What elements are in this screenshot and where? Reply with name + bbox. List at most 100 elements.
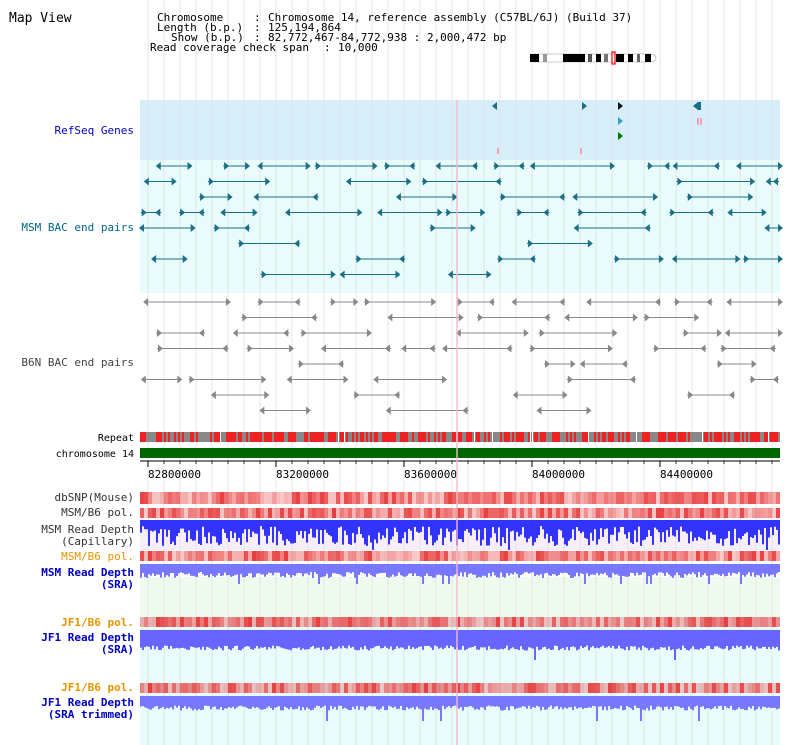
heat-cell	[600, 551, 604, 561]
depth-bar	[744, 630, 746, 649]
heat-cell	[652, 508, 656, 518]
msm-b6-pol-heat-strip[interactable]	[140, 508, 780, 518]
heat-cell	[540, 508, 544, 518]
depth-bar	[274, 696, 276, 708]
depth-bar	[536, 696, 538, 706]
track-label-msm-b6-pol[interactable]: MSM/B6 pol.	[61, 506, 134, 519]
jf1-b6-pol-trimmed-heat-strip[interactable]	[140, 683, 780, 693]
heat-cell	[760, 551, 764, 561]
track-label-b6n-bac[interactable]: B6N BAC end pairs	[21, 356, 134, 369]
depth-bar	[588, 520, 590, 546]
track-label-jf1-b6-pol[interactable]: JF1/B6 pol.	[61, 616, 134, 629]
heat-cell	[532, 492, 536, 504]
b6n-bac-pair-end	[629, 375, 635, 384]
depth-bar	[284, 520, 286, 546]
depth-bar	[416, 696, 418, 707]
track-label-repeat[interactable]: Repeat	[98, 433, 134, 444]
heat-cell	[400, 492, 404, 504]
depth-bar	[356, 630, 358, 651]
depth-bar	[652, 630, 654, 648]
heat-cell	[300, 617, 304, 627]
jf1-b6-pol-heat-strip[interactable]	[140, 617, 780, 627]
depth-bar	[418, 520, 420, 533]
msm-b6-pol-sra-heat-strip[interactable]	[140, 551, 780, 561]
track-label-jf1-b6-pol-trimmed[interactable]: JF1/B6 pol.	[61, 681, 134, 694]
depth-bar	[422, 520, 424, 527]
depth-bar	[260, 696, 262, 710]
dbsnp-heat-strip[interactable]	[140, 492, 780, 504]
depth-bar	[380, 696, 382, 709]
length-value: 125,194,864	[268, 21, 341, 34]
msm-depth-capillary-histogram[interactable]	[140, 520, 780, 550]
heat-cell	[312, 492, 316, 504]
heat-cell	[260, 683, 264, 693]
track-label-msm-b6-pol-sra[interactable]: MSM/B6 pol.	[61, 550, 134, 563]
refseq-genes-track[interactable]	[492, 102, 702, 154]
msm-depth-sra-histogram[interactable]	[140, 564, 780, 584]
track-label-jf1-depth-trimmed[interactable]: JF1 Read Depth	[41, 696, 134, 709]
depth-bar	[556, 564, 558, 577]
track-label-jf1-depth-sra[interactable]: JF1 Read Depth	[41, 631, 134, 644]
depth-bar	[728, 564, 730, 573]
track-label-refseq-genes[interactable]: RefSeq Genes	[55, 124, 134, 137]
chromosome-bar[interactable]	[140, 448, 780, 458]
depth-bar	[590, 696, 592, 708]
heat-cell	[332, 508, 336, 518]
repeat-gap	[338, 432, 339, 442]
depth-bar	[316, 696, 318, 706]
depth-bar	[748, 564, 750, 573]
depth-bar	[702, 630, 704, 650]
heat-cell	[248, 551, 252, 561]
heat-cell	[724, 551, 728, 561]
depth-bar	[700, 564, 702, 577]
heat-cell	[140, 683, 144, 693]
depth-bar	[528, 520, 530, 539]
depth-bar	[202, 630, 204, 647]
depth-bar	[230, 630, 232, 651]
msm-bac-end-pairs-track[interactable]	[138, 162, 783, 279]
heat-cell	[460, 492, 464, 504]
depth-bar	[306, 630, 308, 650]
depth-bar	[248, 696, 250, 709]
heat-cell	[636, 508, 640, 518]
track-label-msm-depth-capillary[interactable]: MSM Read Depth	[41, 523, 134, 536]
depth-bar	[488, 564, 490, 574]
b6n-bac-pair-end	[373, 375, 379, 384]
jf1-depth-sra-histogram[interactable]	[140, 630, 780, 660]
depth-bar	[418, 630, 420, 647]
heat-cell	[300, 551, 304, 561]
track-label-msm-depth-sra[interactable]: MSM Read Depth	[41, 566, 134, 579]
depth-bar	[190, 630, 192, 647]
heat-cell	[228, 551, 232, 561]
heat-cell	[676, 508, 680, 518]
heat-cell	[324, 508, 328, 518]
depth-bar	[640, 564, 642, 575]
depth-bar	[696, 520, 698, 541]
depth-bar	[768, 564, 770, 577]
depth-bar	[600, 520, 602, 529]
depth-bar	[290, 630, 292, 651]
heat-cell	[404, 617, 408, 627]
repeat-segment	[342, 432, 344, 442]
ideogram-position-marker[interactable]	[611, 51, 616, 65]
depth-bar	[244, 564, 246, 578]
track-label-dbsnp[interactable]: dbSNP(Mouse)	[55, 491, 134, 504]
depth-bar	[378, 630, 380, 646]
repeat-segment	[268, 432, 270, 442]
track-label-chromosome[interactable]: chromosome 14	[56, 449, 134, 460]
chromosome-ideogram[interactable]	[529, 51, 657, 65]
repeat-track[interactable]	[140, 432, 780, 442]
depth-bar	[188, 696, 190, 708]
heat-cell	[364, 551, 368, 561]
heat-cell	[584, 508, 588, 518]
depth-bar	[310, 520, 312, 529]
jf1-depth-trimmed-histogram[interactable]	[140, 696, 780, 721]
track-label-msm-bac[interactable]: MSM BAC end pairs	[21, 221, 134, 234]
heat-cell	[152, 617, 156, 627]
heat-cell	[488, 617, 492, 627]
msm-bac-pair-end	[356, 255, 362, 263]
msm-bac-pair-end	[155, 208, 161, 217]
depth-bar	[626, 564, 628, 577]
repeat-segment	[330, 432, 332, 442]
